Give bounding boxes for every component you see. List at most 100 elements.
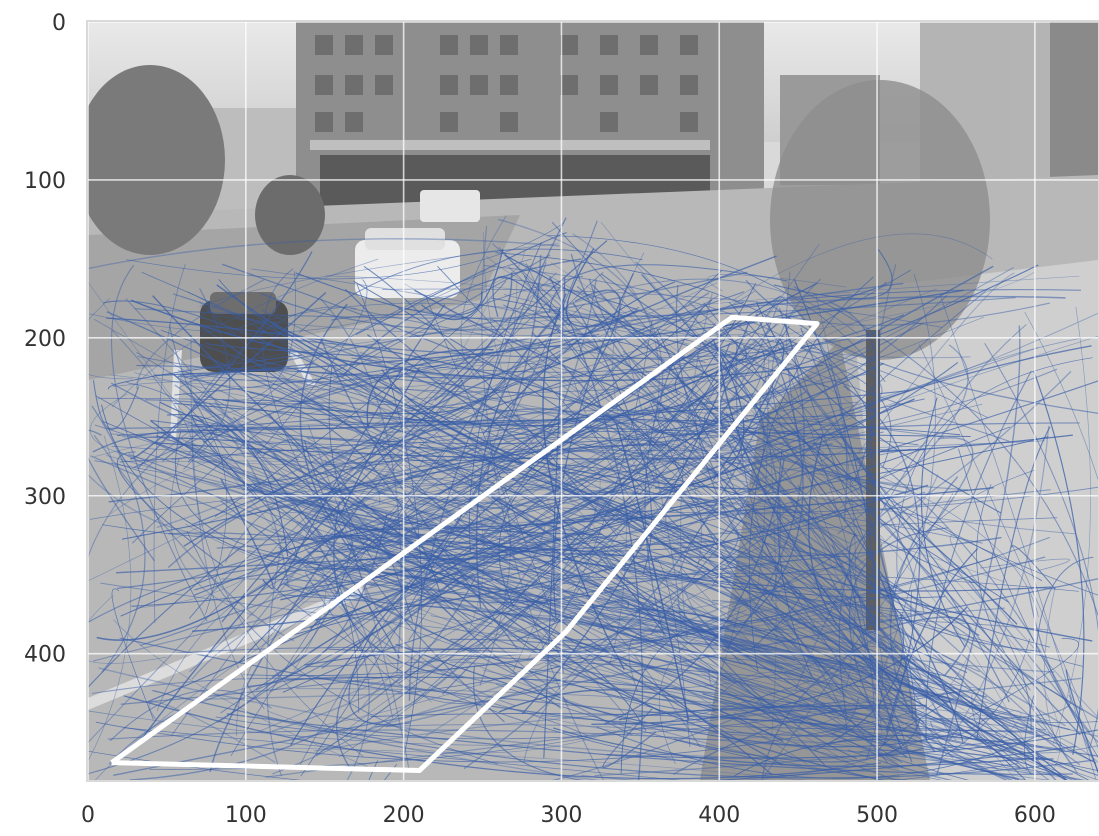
trajectory-line xyxy=(594,314,1009,603)
trajectory-line xyxy=(745,347,892,468)
trajectory-line xyxy=(541,714,1026,732)
trajectory-line xyxy=(113,578,1098,777)
trajectory-line xyxy=(123,695,881,780)
trajectory-line xyxy=(101,404,378,587)
trajectory-line xyxy=(254,332,872,360)
trajectory-line xyxy=(88,435,132,762)
trajectory-line xyxy=(420,248,504,321)
trajectory-line xyxy=(201,434,808,765)
trajectory-line xyxy=(107,729,1035,775)
trajectory-line xyxy=(505,706,859,740)
trajectory-line xyxy=(217,341,757,724)
trajectory-line xyxy=(93,319,847,695)
trajectory-line xyxy=(180,438,1055,673)
trajectory-line xyxy=(732,233,993,301)
trajectory-line xyxy=(658,607,779,764)
trajectory-line xyxy=(190,428,297,564)
trajectory-line xyxy=(949,534,1098,719)
trajectory-line xyxy=(756,301,1002,514)
trajectory-line xyxy=(88,710,528,746)
trajectory-line xyxy=(216,464,568,549)
trajectory-line xyxy=(155,434,566,542)
trajectory-line xyxy=(673,717,921,763)
trajectory-line xyxy=(654,556,691,747)
trajectory-line xyxy=(218,279,398,406)
trajectory-line xyxy=(333,501,464,679)
trajectory-line xyxy=(542,293,625,671)
trajectory-line xyxy=(761,635,880,780)
trajectory-line xyxy=(199,405,473,635)
trajectory-line xyxy=(350,534,844,580)
trajectory-line xyxy=(498,246,1083,711)
trajectory-line xyxy=(109,349,563,390)
trajectory-line xyxy=(777,449,813,678)
trajectory-line xyxy=(355,231,567,336)
y-tick-label-200: 200 xyxy=(24,327,66,352)
trajectory-line xyxy=(156,355,471,529)
trajectory-line xyxy=(168,324,493,625)
trajectory-line xyxy=(260,292,571,331)
trajectory-line xyxy=(266,547,283,777)
trajectory-line xyxy=(711,281,887,334)
trajectory-line xyxy=(396,270,722,542)
trajectory-line xyxy=(366,334,797,642)
trajectory-line xyxy=(128,453,484,543)
trajectory-line xyxy=(271,525,547,732)
x-tick-label-100: 100 xyxy=(225,803,267,828)
trajectory-line xyxy=(544,434,771,570)
trajectory-line xyxy=(382,372,869,434)
trajectory-line xyxy=(760,474,939,640)
trajectory-line xyxy=(793,286,1098,617)
trajectory-line xyxy=(547,235,886,383)
trajectory-line xyxy=(283,583,1006,622)
trajectory-line xyxy=(92,380,140,430)
trajectory-line xyxy=(558,633,875,712)
trajectory-line xyxy=(732,289,1082,308)
trajectory-line xyxy=(486,255,656,336)
trajectory-line xyxy=(93,434,295,642)
trajectory-line xyxy=(702,693,1020,780)
trajectory-line xyxy=(424,295,555,622)
trajectory-line xyxy=(958,448,1098,758)
x-tick-label-300: 300 xyxy=(540,803,582,828)
trajectory-line xyxy=(90,466,584,520)
trajectory-line xyxy=(272,583,529,775)
trajectory-line xyxy=(174,333,600,396)
trajectory-line xyxy=(703,302,917,730)
trajectory-line xyxy=(642,564,1045,760)
trajectory-line xyxy=(270,320,1067,780)
x-tick-label-200: 200 xyxy=(383,803,425,828)
trajectory-line xyxy=(771,278,836,514)
trajectory-line xyxy=(430,615,1011,752)
trajectory-line xyxy=(979,558,1070,571)
trajectory-line xyxy=(253,279,368,459)
trajectory-line xyxy=(280,398,915,601)
trajectory-line xyxy=(88,594,167,664)
trajectory-line xyxy=(205,342,435,362)
trajectory-line xyxy=(185,404,1028,747)
trajectory-line xyxy=(395,643,957,748)
trajectory-line xyxy=(250,268,792,366)
trajectory-line xyxy=(111,264,208,622)
trajectory-line xyxy=(222,399,464,415)
trajectory-line xyxy=(186,275,1080,370)
trajectory-line xyxy=(88,489,619,624)
trajectory-line xyxy=(178,373,505,461)
trajectory-line xyxy=(696,354,884,439)
trajectory-line xyxy=(194,377,507,430)
trajectory-line xyxy=(178,446,612,540)
trajectory-line xyxy=(697,358,765,564)
trajectory-line xyxy=(139,322,924,647)
trajectory-line xyxy=(767,532,980,673)
trajectory-line xyxy=(119,637,933,737)
trajectory-line xyxy=(136,351,1043,748)
trajectory-line xyxy=(159,401,773,776)
trajectory-line xyxy=(719,357,905,697)
trajectory-line xyxy=(298,248,643,333)
trajectory-line xyxy=(187,291,1068,780)
trajectory-line xyxy=(615,423,690,720)
trajectory-line xyxy=(177,363,314,378)
trajectory-line xyxy=(677,464,910,580)
trajectory-line xyxy=(152,689,1094,779)
trajectory-line xyxy=(272,452,473,622)
